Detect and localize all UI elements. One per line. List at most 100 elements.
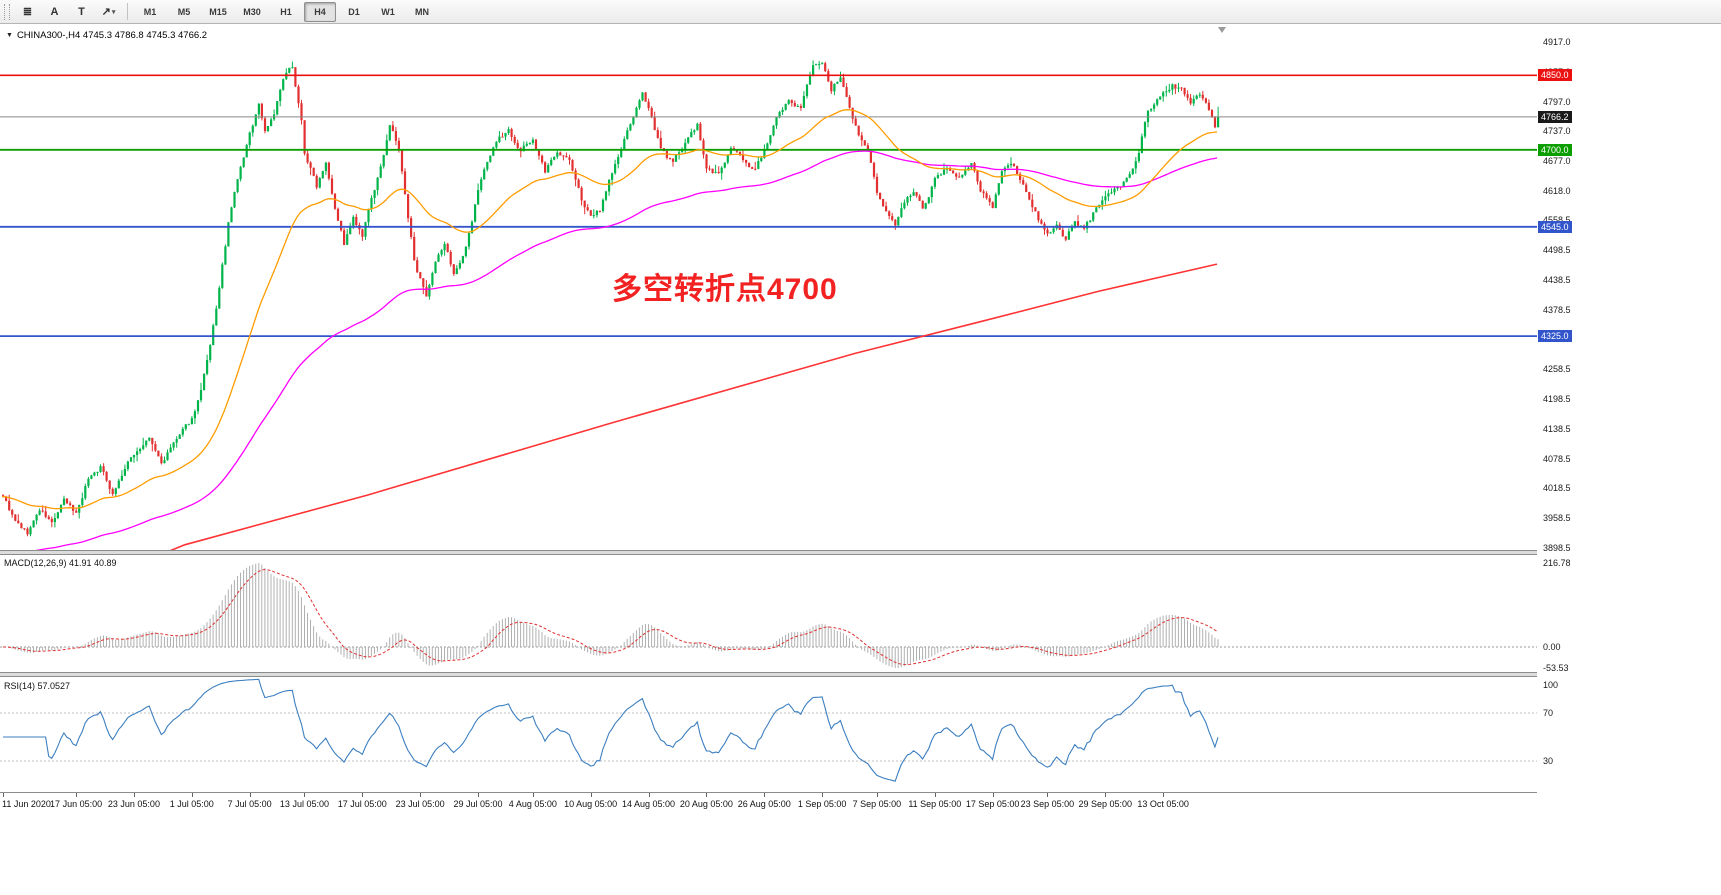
text-box-icon[interactable]: T: [78, 5, 85, 18]
macd-label: MACD(12,26,9) 41.91 40.89: [4, 558, 117, 568]
price-axis-label: 4378.5: [1543, 304, 1571, 315]
price-axis-label: 4677.0: [1543, 156, 1571, 167]
rsi-axis-label: 100: [1543, 680, 1559, 690]
price-tag-4700.0: 4700.0: [1538, 143, 1572, 156]
price-axis-label: 4078.5: [1543, 453, 1571, 464]
price-axis-label: 4138.5: [1543, 423, 1571, 434]
time-axis-tick: [532, 793, 534, 797]
chart-list-icon[interactable]: ≣: [22, 6, 33, 18]
time-axis-label: 13 Jul 05:00: [279, 799, 329, 809]
time-axis-label: 29 Sep 05:00: [1078, 799, 1133, 809]
rsi-axis-label: 70: [1543, 708, 1554, 718]
time-axis-label: 23 Jul 05:00: [395, 799, 445, 809]
time-axis-label: 1 Sep 05:00: [797, 799, 847, 809]
time-axis-tick: [590, 793, 592, 797]
macd-panel-splitter[interactable]: [0, 550, 1721, 555]
timeframe-button-m5[interactable]: M5: [177, 6, 191, 17]
time-axis-label: 29 Jul 05:00: [453, 799, 503, 809]
time-axis-label: 26 Aug 05:00: [737, 799, 791, 809]
timeframe-button-m15[interactable]: M15: [209, 6, 227, 17]
timeframe-button-d1[interactable]: D1: [348, 6, 360, 17]
price-axis-label: 4558.5: [1543, 215, 1571, 225]
timeframe-button-m30[interactable]: M30: [243, 6, 261, 17]
chart-annotation-text: 多空转折点4700: [612, 273, 838, 306]
chart-area: ▼ CHINA300-,H4 4745.3 4786.8 4745.3 4766…: [0, 24, 1721, 895]
time-axis-label: 20 Aug 05:00: [679, 799, 733, 809]
price-axis-label: 4438.5: [1543, 274, 1571, 285]
time-axis-label: 13 Oct 05:00: [1137, 799, 1189, 809]
price-axis-label: 3898.5: [1543, 543, 1571, 553]
time-axis-label: 7 Sep 05:00: [852, 799, 902, 809]
price-axis-label: 4258.5: [1543, 364, 1571, 375]
timeframe-button-h1[interactable]: H1: [280, 6, 292, 17]
time-axis-label: 23 Jun 05:00: [107, 799, 160, 809]
price-scale[interactable]: 4917.04857.04797.04737.04677.04618.04558…: [1537, 24, 1721, 793]
rsi-axis-label: 30: [1543, 756, 1554, 766]
time-axis-tick: [420, 793, 422, 797]
time-axis-label: 17 Jul 05:00: [337, 799, 387, 809]
price-axis-label: 3958.5: [1543, 513, 1571, 524]
timeframe-button-mn[interactable]: MN: [415, 6, 429, 17]
time-axis-tick: [3, 793, 4, 797]
price-axis-label: 4618.0: [1543, 185, 1571, 196]
timeframe-button-h4[interactable]: H4: [304, 1, 336, 22]
price-axis-label: 4018.5: [1543, 483, 1571, 494]
price-axis-label: 4797.0: [1543, 96, 1571, 107]
symbol-dropdown-icon[interactable]: ▼: [6, 32, 13, 39]
time-axis-tick: [478, 793, 480, 797]
time-axis-label: 17 Sep 05:00: [965, 799, 1020, 809]
macd-axis-label: -53.53: [1543, 663, 1569, 673]
time-axis-tick: [934, 793, 936, 797]
toolbar-grip-handle[interactable]: [4, 3, 10, 20]
toolbar: ≣ A T ↗ ▾ M1 M5 M15 M30 H1 H4 D1 W1 MN: [0, 0, 1721, 24]
time-axis-label: 1 Jul 05:00: [169, 799, 214, 809]
price-tag-4766.2: 4766.2: [1538, 110, 1572, 123]
symbol-ohlc-header: ▼ CHINA300-,H4 4745.3 4786.8 4745.3 4766…: [6, 30, 207, 41]
toolbar-separator: [127, 3, 128, 20]
time-axis-tick: [1047, 793, 1049, 797]
timeframe-button-m1[interactable]: M1: [143, 6, 157, 17]
price-axis-label: 4737.0: [1543, 126, 1571, 137]
time-axis-tick: [706, 793, 708, 797]
time-axis-tick: [822, 793, 824, 797]
macd-axis-label: 216.78: [1543, 558, 1571, 568]
macd-chart-canvas[interactable]: [0, 555, 1537, 672]
rsi-label: RSI(14) 57.0527: [4, 681, 71, 691]
price-axis-label: 4917.0: [1543, 37, 1571, 47]
time-axis-tick: [304, 793, 306, 797]
price-tag-4325.0: 4325.0: [1538, 330, 1572, 343]
arrow-glyph: ↗: [101, 6, 111, 18]
time-axis-label: 23 Sep 05:00: [1020, 799, 1075, 809]
time-axis-label: 10 Aug 05:00: [564, 799, 618, 809]
time-axis-tick: [76, 793, 78, 797]
text-label-icon[interactable]: A: [50, 5, 59, 18]
time-axis-label: 11 Sep 05:00: [908, 799, 962, 809]
arrow-tool-icon[interactable]: ↗ ▾: [96, 1, 121, 22]
dropdown-caret-icon: ▾: [111, 8, 116, 16]
price-tag-4545.0: 4545.0: [1538, 220, 1572, 233]
rsi-chart-canvas[interactable]: [0, 677, 1537, 792]
macd-axis-label: 0.00: [1543, 642, 1561, 652]
symbol-ohlc-text: CHINA300-,H4 4745.3 4786.8 4745.3 4766.2: [16, 30, 208, 41]
price-chart-canvas[interactable]: [0, 24, 1537, 550]
time-axis-tick: [191, 793, 193, 797]
time-scale[interactable]: 11 Jun 2020 17 Jun 05:00 23 Jun 05:00 1 Jul…: [0, 793, 1721, 823]
time-axis-tick: [249, 793, 251, 797]
time-axis-label: 4 Aug 05:00: [508, 799, 557, 809]
time-axis-tick: [764, 793, 766, 797]
time-axis-tick: [1163, 793, 1165, 797]
time-axis-label: 7 Jul 05:00: [227, 799, 272, 809]
time-axis-tick: [362, 793, 364, 797]
time-axis-tick: [648, 793, 650, 797]
time-axis-tick: [1105, 793, 1107, 797]
time-scale-separator: [0, 792, 1721, 793]
chart-shift-marker[interactable]: [1218, 27, 1226, 33]
rsi-panel-splitter[interactable]: [0, 672, 1721, 677]
time-axis-tick: [992, 793, 994, 797]
price-axis-label: 4498.5: [1543, 244, 1571, 255]
time-axis-label: 17 Jun 05:00: [50, 799, 103, 809]
time-axis-label: 11 Jun 2020: [2, 799, 51, 809]
price-tag-4850.0: 4850.0: [1538, 69, 1572, 82]
timeframe-button-w1[interactable]: W1: [381, 6, 395, 17]
time-axis-tick: [876, 793, 878, 797]
